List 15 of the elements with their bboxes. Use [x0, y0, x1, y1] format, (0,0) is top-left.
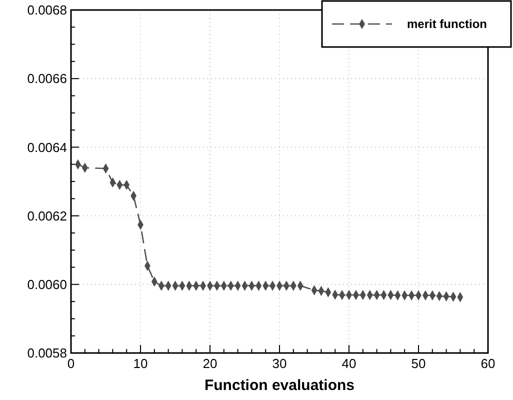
x-tick-label: 50	[411, 356, 426, 371]
x-axis-title: Function evaluations	[204, 377, 355, 394]
x-tick-label: 0	[67, 356, 75, 371]
y-tick-label: 0.0066	[27, 71, 67, 86]
x-tick-label: 40	[342, 356, 356, 371]
x-tick-label: 30	[272, 356, 287, 371]
y-tick-label: 0.0064	[27, 140, 67, 155]
y-tick-label: 0.0062	[27, 208, 67, 224]
x-tick-label: 20	[202, 356, 218, 371]
x-tick-label: 10	[133, 356, 148, 371]
legend-label: merit function	[407, 17, 487, 32]
y-tick-label: 0.0060	[27, 276, 67, 292]
y-tick-label: 0.0058	[27, 346, 67, 361]
x-tick-label: 60	[480, 356, 496, 371]
y-tick-label: 0.0068	[27, 2, 67, 18]
